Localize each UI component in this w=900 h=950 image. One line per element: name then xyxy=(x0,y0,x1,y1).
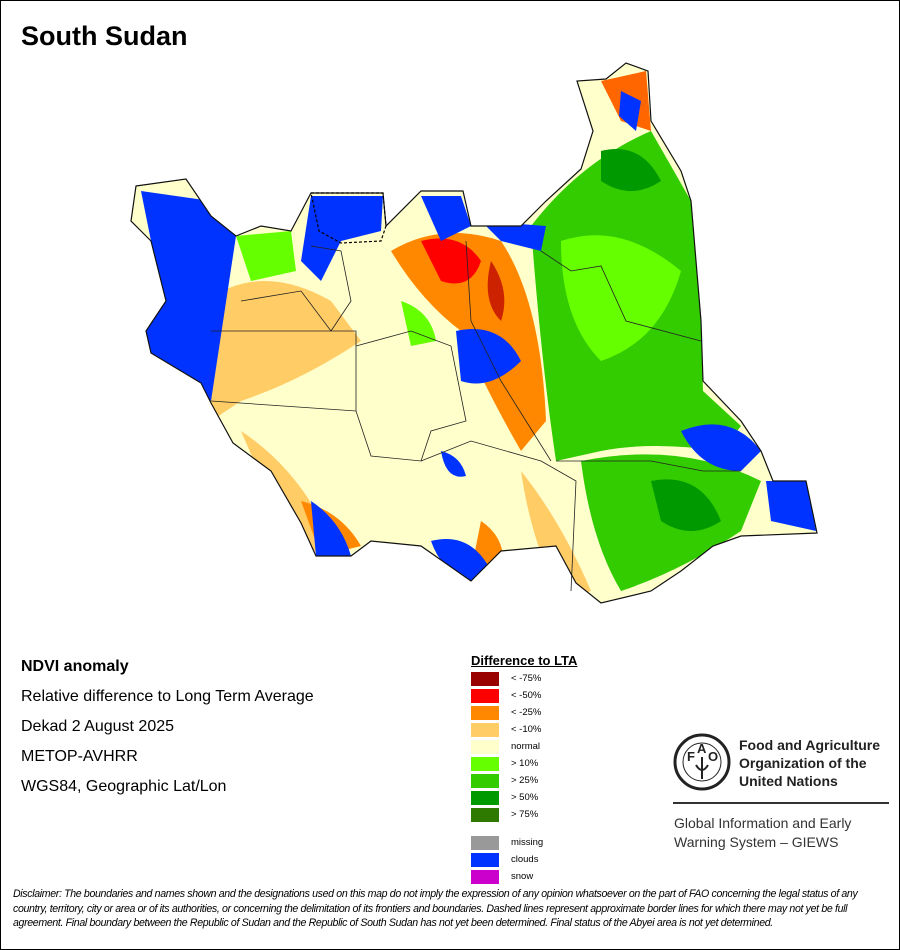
legend-label: missing xyxy=(511,837,544,848)
legend-label: clouds xyxy=(511,854,539,865)
ndvi-anomaly-map xyxy=(130,62,818,604)
legend-swatch xyxy=(471,791,499,805)
legend-swatch xyxy=(471,808,499,822)
legend-swatch xyxy=(471,723,499,737)
projection: WGS84, Geographic Lat/Lon xyxy=(21,778,227,795)
divider xyxy=(673,802,889,804)
legend-swatch xyxy=(471,774,499,788)
abyei-dashed-boundary xyxy=(310,192,387,244)
fao-name-line: Organization of the xyxy=(739,755,867,771)
legend-swatch xyxy=(471,706,499,720)
legend-label: > 50% xyxy=(511,792,539,803)
legend-label: < -10% xyxy=(511,724,542,735)
legend-swatch xyxy=(471,757,499,771)
legend-label: < -50% xyxy=(511,690,542,701)
map-title: South Sudan xyxy=(21,21,188,51)
legend-swatch xyxy=(471,672,499,686)
svg-text:F: F xyxy=(687,749,695,764)
giews-name: Global Information and Early Warning Sys… xyxy=(674,814,851,852)
sensor: METOP-AVHRR xyxy=(21,748,138,765)
state-boundaries xyxy=(210,240,741,592)
svg-text:A: A xyxy=(697,741,707,756)
legend-title: Difference to LTA xyxy=(471,653,578,668)
legend-label: < -75% xyxy=(511,673,542,684)
giews-line: Global Information and Early xyxy=(674,815,852,831)
giews-line: Warning System – GIEWS xyxy=(674,834,839,850)
fao-name: Food and Agriculture Organization of the… xyxy=(739,736,880,790)
legend-label: > 10% xyxy=(511,758,539,769)
legend-label: snow xyxy=(511,871,534,882)
legend-swatch xyxy=(471,740,499,754)
product-description: Relative difference to Long Term Average xyxy=(21,688,314,705)
svg-text:O: O xyxy=(708,749,718,764)
legend-swatch xyxy=(471,836,499,850)
fao-name-line: Food and Agriculture xyxy=(739,737,881,753)
product-name: NDVI anomaly xyxy=(21,658,129,675)
fao-name-line: United Nations xyxy=(739,773,838,789)
legend-swatch xyxy=(471,689,499,703)
legend-label: > 75% xyxy=(511,809,539,820)
fao-logo: F A O xyxy=(673,733,731,791)
legend-label: < -25% xyxy=(511,707,542,718)
anomaly-raster xyxy=(131,63,817,603)
legend-label: > 25% xyxy=(511,775,539,786)
disclaimer: Disclaimer: The boundaries and names sho… xyxy=(13,888,858,929)
legend-label: normal xyxy=(511,741,541,752)
legend-swatch xyxy=(471,853,499,867)
period: Dekad 2 August 2025 xyxy=(21,718,175,735)
legend-swatch xyxy=(471,870,499,884)
